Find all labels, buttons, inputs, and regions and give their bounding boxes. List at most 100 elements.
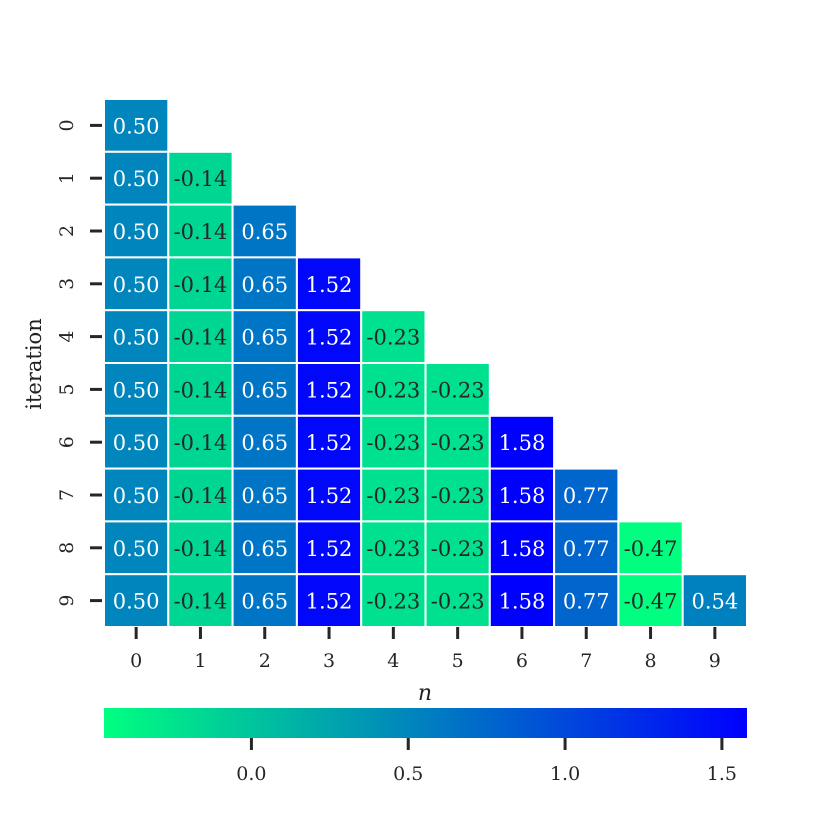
cell-value-label: -0.14 xyxy=(174,590,228,614)
heatmap-cell xyxy=(553,573,620,629)
cell-value-label: -0.14 xyxy=(174,167,228,191)
cell-value-label: 1.52 xyxy=(306,378,353,402)
colorbar-tick-label: 1.5 xyxy=(707,763,737,785)
heatmap-cell xyxy=(103,467,170,523)
cell-value-label: 1.58 xyxy=(499,590,546,614)
cell-value-label: 0.65 xyxy=(241,326,288,350)
cell-value-labels: 0.50 0.50 -0.14 0.50 -0.14 0.65 0.50 -0.14 0.65 1… xyxy=(113,114,738,613)
cell-value-label: -0.23 xyxy=(431,484,485,508)
cell-value-label: 1.58 xyxy=(499,484,546,508)
cell-value-label: -0.14 xyxy=(174,326,228,350)
cell-value-label: 0.50 xyxy=(113,220,160,244)
y-tick-label: 8 xyxy=(56,542,78,554)
cell-value-label: 0.65 xyxy=(241,431,288,455)
y-tick-label: 2 xyxy=(56,225,78,237)
heatmap-cell xyxy=(424,573,491,629)
cell-value-label: 1.52 xyxy=(306,326,353,350)
y-axis-label: iteration xyxy=(22,318,46,409)
cell-value-label: 1.52 xyxy=(306,537,353,561)
cell-value-label: 0.50 xyxy=(113,590,160,614)
y-tick-label: 3 xyxy=(56,278,78,290)
x-tick-label: 8 xyxy=(645,650,657,672)
heatmap-cell xyxy=(103,362,170,417)
heatmap-cell xyxy=(103,98,170,153)
cell-value-label: 1.52 xyxy=(306,484,353,508)
colorbar-tick-label: 0.0 xyxy=(236,763,266,785)
y-tick-label: 0 xyxy=(56,119,78,131)
cell-value-label: -0.23 xyxy=(366,431,420,455)
colorbar: 0.0 0.5 1.0 1.5 xyxy=(104,708,747,785)
heatmap-cells xyxy=(103,98,749,629)
cell-value-label: 1.58 xyxy=(499,537,546,561)
cell-value-label: 0.77 xyxy=(563,484,610,508)
cell-value-label: 0.50 xyxy=(113,167,160,191)
heatmap-cell xyxy=(617,573,684,629)
cell-value-label: -0.14 xyxy=(174,431,228,455)
colorbar-tick-label: 1.0 xyxy=(550,763,580,785)
cell-value-label: -0.14 xyxy=(174,484,228,508)
cell-value-label: 0.77 xyxy=(563,537,610,561)
x-tick-label: 3 xyxy=(323,650,335,672)
x-axis-label: n xyxy=(418,681,432,706)
cell-value-label: -0.14 xyxy=(174,537,228,561)
cell-value-label: 1.52 xyxy=(306,273,353,297)
heatmap-cell xyxy=(231,573,298,629)
heatmap-cell xyxy=(295,256,363,312)
cell-value-label: 1.52 xyxy=(306,431,353,455)
cell-value-label: -0.23 xyxy=(431,537,485,561)
colorbar-gradient xyxy=(104,708,747,738)
cell-value-label: -0.23 xyxy=(366,590,420,614)
cell-value-label: 0.50 xyxy=(113,431,160,455)
x-tick-label: 1 xyxy=(194,650,206,672)
heatmap-cell xyxy=(103,573,170,629)
y-tick-label: 1 xyxy=(56,172,78,184)
y-tick-label: 4 xyxy=(56,331,78,343)
heatmap-cell xyxy=(103,414,170,470)
heatmap-cell xyxy=(553,467,620,523)
x-axis: 0 1 2 3 4 5 6 7 8 9 xyxy=(130,627,721,672)
y-axis: 0 1 2 3 4 5 6 7 8 9 xyxy=(56,119,102,607)
cell-value-label: -0.23 xyxy=(431,590,485,614)
x-tick-label: 0 xyxy=(130,650,142,672)
heatmap-cell xyxy=(231,467,298,523)
cell-value-label: -0.23 xyxy=(366,326,420,350)
heatmap-cell xyxy=(167,256,234,312)
cell-value-label: 0.65 xyxy=(241,220,288,244)
cell-value-label: 1.52 xyxy=(306,590,353,614)
heatmap-cell xyxy=(360,573,427,629)
y-tick-label: 9 xyxy=(56,595,78,607)
cell-value-label: 0.50 xyxy=(113,273,160,297)
heatmap-cell xyxy=(424,362,491,417)
heatmap-cell xyxy=(167,309,234,365)
heatmap-cell xyxy=(231,203,298,259)
cell-value-label: -0.23 xyxy=(431,431,485,455)
x-tick-label: 7 xyxy=(580,650,592,672)
cell-value-label: -0.23 xyxy=(431,378,485,402)
x-tick-label: 4 xyxy=(387,650,399,672)
cell-value-label: -0.14 xyxy=(174,220,228,244)
cell-value-label: -0.47 xyxy=(624,537,678,561)
y-tick-label: 7 xyxy=(56,489,78,501)
cell-value-label: 0.65 xyxy=(241,273,288,297)
cell-value-label: 0.50 xyxy=(113,326,160,350)
cell-value-label: 0.50 xyxy=(113,378,160,402)
cell-value-label: 0.54 xyxy=(691,590,738,614)
cell-value-label: 0.65 xyxy=(241,590,288,614)
heatmap-cell xyxy=(295,573,363,629)
heatmap-cell xyxy=(360,362,427,417)
cell-value-label: 0.50 xyxy=(113,114,160,138)
cell-value-label: -0.23 xyxy=(366,378,420,402)
colorbar-tick-label: 0.5 xyxy=(393,763,423,785)
cell-value-label: 0.77 xyxy=(563,590,610,614)
heatmap-cell xyxy=(103,520,170,576)
cell-value-label: 0.50 xyxy=(113,484,160,508)
heatmap-cell xyxy=(295,362,363,417)
x-tick-label: 2 xyxy=(259,650,271,672)
cell-value-label: -0.23 xyxy=(366,537,420,561)
heatmap-cell xyxy=(167,362,234,417)
cell-value-label: 0.65 xyxy=(241,484,288,508)
cell-value-label: 0.65 xyxy=(241,378,288,402)
y-tick-label: 5 xyxy=(56,383,78,395)
cell-value-label: -0.14 xyxy=(174,273,228,297)
